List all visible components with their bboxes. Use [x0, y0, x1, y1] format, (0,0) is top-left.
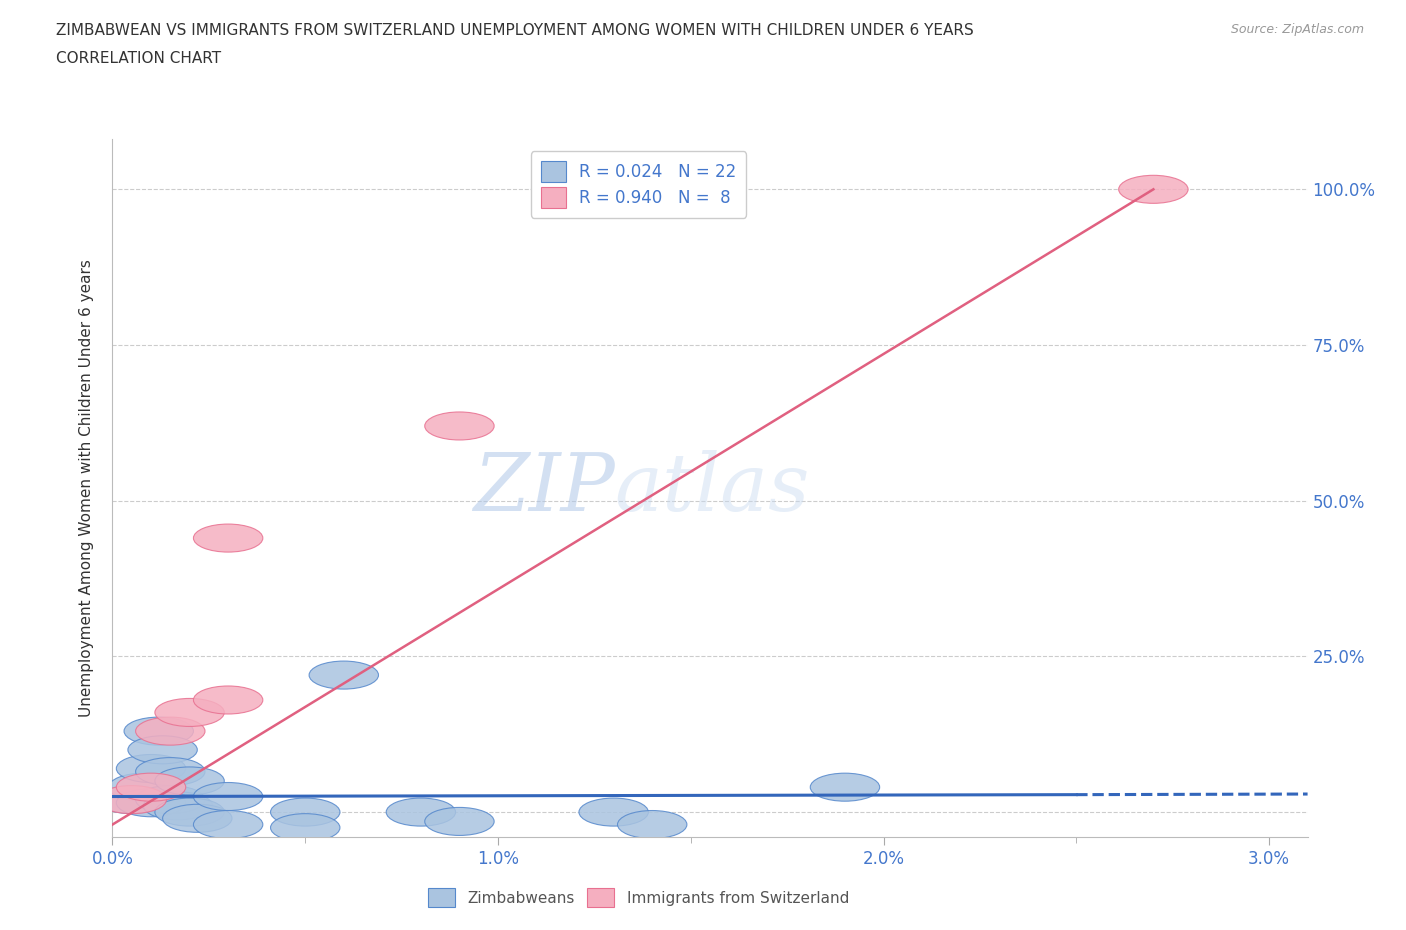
Ellipse shape: [617, 811, 688, 839]
Text: atlas: atlas: [614, 449, 810, 527]
Ellipse shape: [117, 754, 186, 782]
Ellipse shape: [124, 717, 194, 745]
Ellipse shape: [155, 698, 225, 726]
Ellipse shape: [117, 789, 186, 817]
Ellipse shape: [128, 736, 197, 764]
Ellipse shape: [270, 798, 340, 826]
Y-axis label: Unemployment Among Women with Children Under 6 years: Unemployment Among Women with Children U…: [79, 259, 94, 717]
Ellipse shape: [425, 412, 494, 440]
Ellipse shape: [387, 798, 456, 826]
Ellipse shape: [1119, 176, 1188, 204]
Ellipse shape: [194, 782, 263, 811]
Ellipse shape: [425, 807, 494, 835]
Ellipse shape: [309, 661, 378, 689]
Ellipse shape: [135, 717, 205, 745]
Ellipse shape: [135, 758, 205, 786]
Ellipse shape: [155, 767, 225, 795]
Ellipse shape: [155, 798, 225, 826]
Ellipse shape: [579, 798, 648, 826]
Ellipse shape: [117, 773, 186, 801]
Ellipse shape: [97, 786, 166, 814]
Ellipse shape: [163, 804, 232, 832]
Ellipse shape: [194, 811, 263, 839]
Ellipse shape: [270, 814, 340, 842]
Legend: Zimbabweans, Immigrants from Switzerland: Zimbabweans, Immigrants from Switzerland: [422, 883, 855, 913]
Text: Source: ZipAtlas.com: Source: ZipAtlas.com: [1230, 23, 1364, 36]
Ellipse shape: [97, 786, 166, 814]
Text: ZIP: ZIP: [472, 449, 614, 527]
Ellipse shape: [135, 786, 205, 814]
Text: CORRELATION CHART: CORRELATION CHART: [56, 51, 221, 66]
Ellipse shape: [194, 686, 263, 714]
Ellipse shape: [810, 773, 880, 801]
Text: ZIMBABWEAN VS IMMIGRANTS FROM SWITZERLAND UNEMPLOYMENT AMONG WOMEN WITH CHILDREN: ZIMBABWEAN VS IMMIGRANTS FROM SWITZERLAN…: [56, 23, 974, 38]
Ellipse shape: [143, 791, 212, 820]
Ellipse shape: [108, 773, 179, 801]
Ellipse shape: [194, 525, 263, 552]
